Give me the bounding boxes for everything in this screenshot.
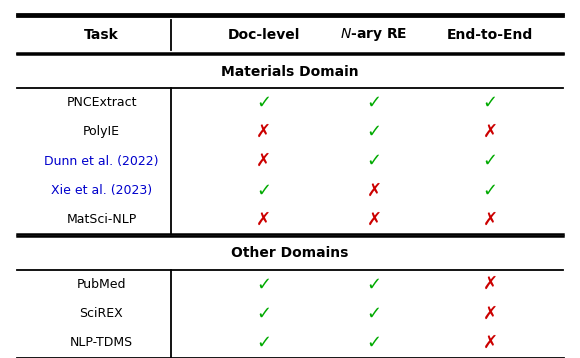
Text: ✗: ✗ [483, 305, 498, 323]
Text: ✓: ✓ [256, 334, 271, 352]
Text: ✓: ✓ [367, 93, 382, 111]
Text: ✓: ✓ [367, 334, 382, 352]
Text: ✗: ✗ [256, 152, 271, 170]
Text: ✓: ✓ [483, 182, 498, 199]
Text: PubMed: PubMed [77, 278, 126, 291]
Text: MatSci-NLP: MatSci-NLP [66, 213, 137, 226]
Text: ✗: ✗ [256, 211, 271, 229]
Text: ✗: ✗ [256, 123, 271, 141]
Text: ✓: ✓ [256, 93, 271, 111]
Text: ✗: ✗ [483, 334, 498, 352]
Text: PNCExtract: PNCExtract [66, 96, 137, 109]
Text: ✓: ✓ [256, 182, 271, 199]
Text: ✓: ✓ [483, 93, 498, 111]
Text: PolyIE: PolyIE [83, 125, 120, 138]
Text: ✓: ✓ [483, 152, 498, 170]
Text: ✗: ✗ [483, 211, 498, 229]
Text: ✗: ✗ [483, 123, 498, 141]
Text: ✓: ✓ [367, 275, 382, 293]
Text: NLP-TDMS: NLP-TDMS [70, 337, 133, 349]
Text: Xie et al. (2023): Xie et al. (2023) [51, 184, 152, 197]
Text: Doc-level: Doc-level [228, 28, 300, 42]
Text: ✓: ✓ [367, 123, 382, 141]
Text: ✗: ✗ [367, 182, 382, 199]
Text: ✓: ✓ [256, 305, 271, 323]
Text: ✓: ✓ [367, 152, 382, 170]
Text: SciREX: SciREX [79, 307, 124, 320]
Text: ✗: ✗ [367, 211, 382, 229]
Text: ✓: ✓ [367, 305, 382, 323]
Text: ✓: ✓ [256, 275, 271, 293]
Text: $\mathit{N}$-ary RE: $\mathit{N}$-ary RE [340, 26, 408, 43]
Text: Materials Domain: Materials Domain [221, 64, 359, 79]
Text: End-to-End: End-to-End [447, 28, 533, 42]
Text: Dunn et al. (2022): Dunn et al. (2022) [44, 155, 159, 168]
Text: Task: Task [84, 28, 119, 42]
Text: ✗: ✗ [483, 275, 498, 293]
Text: Other Domains: Other Domains [231, 246, 349, 261]
